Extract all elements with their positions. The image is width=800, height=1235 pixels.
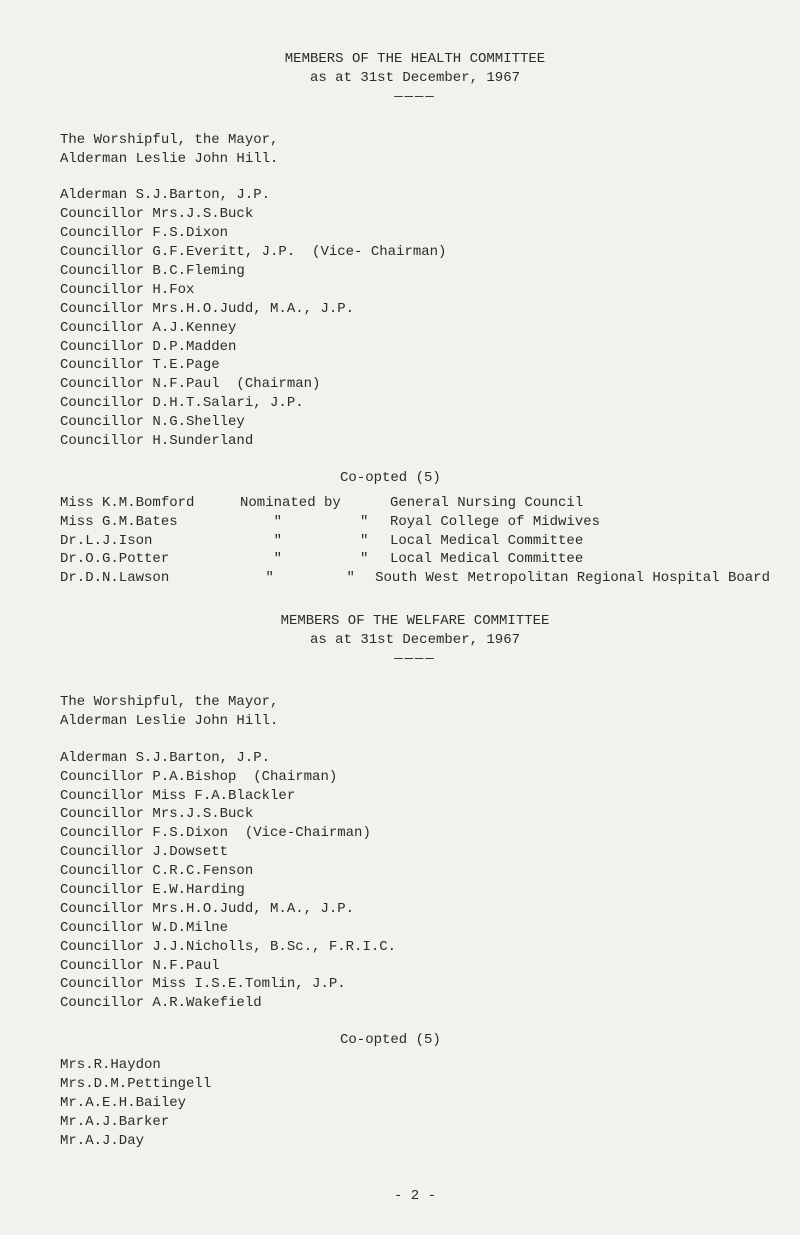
list-item: Councillor H.Sunderland — [60, 432, 770, 451]
list-item: Councillor H.Fox — [60, 281, 770, 300]
list-item: Councillor A.J.Kenney — [60, 319, 770, 338]
nominee-name: Miss G.M.Bates — [60, 513, 240, 532]
list-item: Councillor Mrs.J.S.Buck — [60, 805, 770, 824]
list-item: Councillor F.S.Dixon — [60, 224, 770, 243]
list-item: Councillor A.R.Wakefield — [60, 994, 770, 1013]
list-item: Alderman S.J.Barton, J.P. — [60, 749, 770, 768]
health-members-list: Alderman S.J.Barton, J.P. Councillor Mrs… — [60, 186, 770, 450]
table-row: Dr.O.G.Potter " " Local Medical Committe… — [60, 550, 770, 569]
list-item: Mr.A.J.Barker — [60, 1113, 770, 1132]
health-intro-line: The Worshipful, the Mayor, — [60, 131, 770, 150]
nominee-name: Dr.L.J.Ison — [60, 532, 240, 551]
nominated-by: " — [232, 569, 347, 588]
welfare-intro-line: The Worshipful, the Mayor, — [60, 693, 770, 712]
nominee-name: Dr.D.N.Lawson — [60, 569, 232, 588]
list-item: Councillor Mrs.H.O.Judd, M.A., J.P. — [60, 300, 770, 319]
list-item: Councillor J.Dowsett — [60, 843, 770, 862]
list-item: Councillor E.W.Harding — [60, 881, 770, 900]
list-item: Mr.A.J.Day — [60, 1132, 770, 1151]
list-item: Councillor N.F.Paul — [60, 957, 770, 976]
ditto-mark: " — [360, 513, 390, 532]
welfare-title-1: MEMBERS OF THE WELFARE COMMITTEE — [60, 612, 770, 631]
list-item: Councillor F.S.Dixon (Vice-Chairman) — [60, 824, 770, 843]
health-intro-line: Alderman Leslie John Hill. — [60, 150, 770, 169]
list-item: Councillor C.R.C.Fenson — [60, 862, 770, 881]
list-item: Councillor T.E.Page — [60, 356, 770, 375]
list-item: Councillor D.P.Madden — [60, 338, 770, 357]
list-item: Councillor Miss F.A.Blackler — [60, 787, 770, 806]
table-row: Miss K.M.Bomford Nominated by General Nu… — [60, 494, 770, 513]
health-title-1: MEMBERS OF THE HEALTH COMMITTEE — [60, 50, 770, 69]
list-item: Councillor N.F.Paul (Chairman) — [60, 375, 770, 394]
ditto-mark: " — [360, 532, 390, 551]
health-coopted-heading: Co-opted (5) — [60, 469, 770, 488]
nominating-body: General Nursing Council — [390, 494, 770, 513]
ditto-mark — [360, 494, 390, 513]
nominating-body: Royal College of Midwives — [390, 513, 770, 532]
welfare-members-list: Alderman S.J.Barton, J.P. Councillor P.A… — [60, 749, 770, 1013]
table-row: Dr.D.N.Lawson " " South West Metropolita… — [60, 569, 770, 588]
nominating-body: South West Metropolitan Regional Hospita… — [375, 569, 770, 588]
welfare-title-2: as at 31st December, 1967 — [60, 631, 770, 650]
nominated-by: " — [240, 550, 360, 569]
document-page: MEMBERS OF THE HEALTH COMMITTEE as at 31… — [0, 0, 800, 1235]
health-title-2: as at 31st December, 1967 — [60, 69, 770, 88]
list-item: Councillor Miss I.S.E.Tomlin, J.P. — [60, 975, 770, 994]
list-item: Councillor P.A.Bishop (Chairman) — [60, 768, 770, 787]
list-item: Councillor Mrs.J.S.Buck — [60, 205, 770, 224]
welfare-coopted-list: Mrs.R.Haydon Mrs.D.M.Pettingell Mr.A.E.H… — [60, 1056, 770, 1150]
list-item: Councillor Mrs.H.O.Judd, M.A., J.P. — [60, 900, 770, 919]
list-item: Mr.A.E.H.Bailey — [60, 1094, 770, 1113]
list-item: Councillor B.C.Fleming — [60, 262, 770, 281]
table-row: Miss G.M.Bates " " Royal College of Midw… — [60, 513, 770, 532]
health-nominated-table: Miss K.M.Bomford Nominated by General Nu… — [60, 494, 770, 588]
list-item: Councillor J.J.Nicholls, B.Sc., F.R.I.C. — [60, 938, 770, 957]
table-row: Dr.L.J.Ison " " Local Medical Committee — [60, 532, 770, 551]
list-item: Councillor D.H.T.Salari, J.P. — [60, 394, 770, 413]
nominated-by: " — [240, 532, 360, 551]
list-item: Councillor N.G.Shelley — [60, 413, 770, 432]
nominated-by: Nominated by — [240, 494, 360, 513]
nominating-body: Local Medical Committee — [390, 550, 770, 569]
page-number: - 2 - — [60, 1187, 770, 1206]
list-item: Councillor W.D.Milne — [60, 919, 770, 938]
nominated-by: " — [240, 513, 360, 532]
welfare-title-underline: ———— — [60, 650, 770, 669]
list-item: Alderman S.J.Barton, J.P. — [60, 186, 770, 205]
ditto-mark: " — [346, 569, 375, 588]
list-item: Councillor G.F.Everitt, J.P. (Vice- Chai… — [60, 243, 770, 262]
nominating-body: Local Medical Committee — [390, 532, 770, 551]
welfare-intro-line: Alderman Leslie John Hill. — [60, 712, 770, 731]
health-intro: The Worshipful, the Mayor, Alderman Lesl… — [60, 131, 770, 169]
welfare-coopted-heading: Co-opted (5) — [60, 1031, 770, 1050]
nominee-name: Dr.O.G.Potter — [60, 550, 240, 569]
welfare-intro: The Worshipful, the Mayor, Alderman Lesl… — [60, 693, 770, 731]
health-title-underline: ———— — [60, 88, 770, 107]
list-item: Mrs.D.M.Pettingell — [60, 1075, 770, 1094]
nominee-name: Miss K.M.Bomford — [60, 494, 240, 513]
list-item: Mrs.R.Haydon — [60, 1056, 770, 1075]
ditto-mark: " — [360, 550, 390, 569]
